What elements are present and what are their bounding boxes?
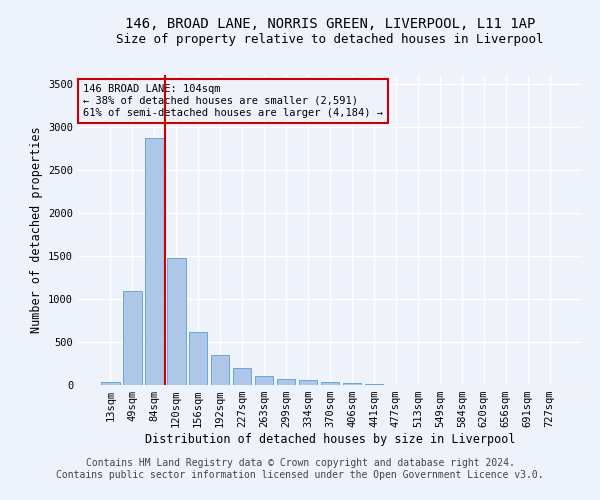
Bar	[365, 384, 383, 385]
Bar	[343, 384, 361, 385]
Bar	[101, 382, 119, 385]
Bar	[211, 355, 229, 385]
X-axis label: Distribution of detached houses by size in Liverpool: Distribution of detached houses by size …	[145, 433, 515, 446]
Text: 146 BROAD LANE: 104sqm
← 38% of detached houses are smaller (2,591)
61% of semi-: 146 BROAD LANE: 104sqm ← 38% of detached…	[83, 84, 383, 117]
Bar	[255, 376, 274, 385]
Text: 146, BROAD LANE, NORRIS GREEN, LIVERPOOL, L11 1AP: 146, BROAD LANE, NORRIS GREEN, LIVERPOOL…	[125, 18, 535, 32]
Bar	[299, 380, 317, 385]
Bar	[320, 382, 340, 385]
Y-axis label: Number of detached properties: Number of detached properties	[29, 126, 43, 334]
Bar	[145, 138, 164, 385]
Text: Size of property relative to detached houses in Liverpool: Size of property relative to detached ho…	[116, 32, 544, 46]
Bar	[233, 368, 251, 385]
Bar	[123, 291, 142, 385]
Text: Contains public sector information licensed under the Open Government Licence v3: Contains public sector information licen…	[56, 470, 544, 480]
Bar	[167, 258, 185, 385]
Bar	[189, 332, 208, 385]
Text: Contains HM Land Registry data © Crown copyright and database right 2024.: Contains HM Land Registry data © Crown c…	[86, 458, 514, 468]
Bar	[277, 378, 295, 385]
